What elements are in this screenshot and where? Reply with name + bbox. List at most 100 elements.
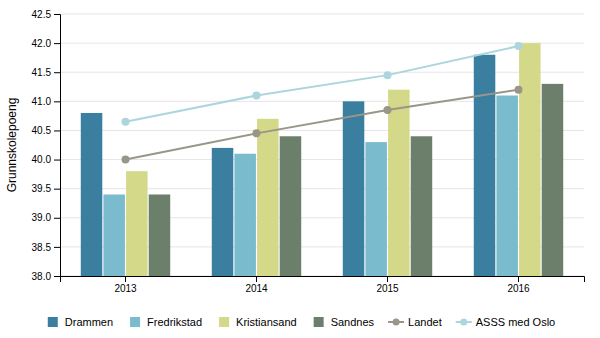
bar <box>343 101 365 276</box>
legend-item: ASSS med Oslo <box>456 316 555 328</box>
legend-swatch <box>48 317 58 327</box>
y-axis: 38.0 38.5 39.0 39.5 40.0 40.5 41.0 41.5 42.0 42.5 <box>32 9 61 282</box>
bar <box>519 43 541 276</box>
x-axis: 2013 2014 2015 2016 <box>61 276 585 294</box>
legend-item: Landet <box>388 316 442 328</box>
x-tick-mark <box>387 276 388 282</box>
x-tick-mark <box>518 276 519 282</box>
legend-item: Drammen <box>48 316 113 328</box>
grid-line <box>60 72 584 73</box>
bar <box>280 136 302 276</box>
y-tick-mark <box>54 130 60 131</box>
bar <box>81 113 103 276</box>
y-tick: 41.5 <box>32 67 60 78</box>
marker <box>253 129 261 137</box>
y-tick-mark <box>54 72 60 73</box>
legend-swatch <box>219 317 229 327</box>
y-tick-mark <box>54 218 60 219</box>
bar <box>474 55 496 276</box>
y-tick-label: 39.0 <box>32 212 52 223</box>
y-tick-label: 40.0 <box>32 154 52 165</box>
y-tick: 42.5 <box>32 9 60 20</box>
bar <box>388 90 410 276</box>
bar <box>126 171 148 276</box>
legend-swatch <box>314 317 324 327</box>
bar <box>234 154 256 276</box>
grid <box>60 14 584 276</box>
y-tick: 40.0 <box>32 154 60 165</box>
bar <box>149 194 171 276</box>
line <box>126 90 519 160</box>
marker <box>122 156 130 164</box>
y-tick-mark <box>54 247 60 248</box>
bar <box>542 84 564 276</box>
y-tick: 38.0 <box>32 271 60 282</box>
legend-swatch <box>460 319 467 326</box>
legend-label: Kristiansand <box>236 316 297 328</box>
legend-label: ASSS med Oslo <box>476 316 555 328</box>
legend-swatch <box>130 317 140 327</box>
x-tick-mark <box>256 276 257 282</box>
chart: 38.0 38.5 39.0 39.5 40.0 40.5 41.0 41.5 42.0 42.5… <box>0 0 600 338</box>
y-tick-label: 42.5 <box>32 9 52 20</box>
x-tick-label: 2015 <box>376 283 399 294</box>
y-tick-mark <box>54 43 60 44</box>
y-tick-mark <box>54 101 60 102</box>
legend-swatch <box>393 319 400 326</box>
line <box>126 46 519 122</box>
y-tick-label: 41.0 <box>32 96 52 107</box>
x-tick-mark <box>125 276 126 282</box>
y-tick-mark <box>54 14 60 15</box>
legend-item: Sandnes <box>314 316 375 328</box>
x-tick: 2016 <box>507 276 530 294</box>
bar <box>496 96 518 276</box>
bar-series <box>103 96 518 276</box>
grid-line <box>60 43 584 44</box>
marker <box>515 86 523 94</box>
marker <box>122 118 130 126</box>
x-tick: 2014 <box>245 276 268 294</box>
y-tick-mark <box>54 160 60 161</box>
bar-series <box>126 43 541 276</box>
x-tick-label: 2014 <box>245 283 268 294</box>
bar <box>411 136 433 276</box>
legend-item: Kristiansand <box>219 316 297 328</box>
y-tick: 38.5 <box>32 242 60 253</box>
y-tick-label: 38.5 <box>32 242 52 253</box>
marker <box>384 106 392 114</box>
bar-series <box>81 55 496 276</box>
y-tick: 41.0 <box>32 96 60 107</box>
marks <box>81 42 563 276</box>
legend-label: Sandnes <box>331 316 375 328</box>
x-tick: 2015 <box>376 276 399 294</box>
bar <box>257 119 279 276</box>
y-tick-mark <box>54 276 60 277</box>
y-tick-mark <box>54 189 60 190</box>
y-tick-label: 39.5 <box>32 183 52 194</box>
x-tick-label: 2013 <box>114 283 137 294</box>
legend-item: Fredrikstad <box>130 316 202 328</box>
legend: Drammen Fredrikstad Kristiansand Sandnes Lan… <box>48 316 555 328</box>
grid-line <box>60 14 584 15</box>
marker <box>384 71 392 79</box>
y-tick-label: 42.0 <box>32 38 52 49</box>
bar-series <box>149 84 564 276</box>
y-tick: 39.0 <box>32 212 60 223</box>
bar <box>365 142 387 276</box>
legend-label: Landet <box>408 316 442 328</box>
x-tick-label: 2016 <box>507 283 530 294</box>
y-tick-label: 41.5 <box>32 67 52 78</box>
marker <box>253 92 261 100</box>
x-axis-line <box>61 277 585 283</box>
y-tick: 40.5 <box>32 125 60 136</box>
y-axis-line <box>54 15 61 277</box>
legend-label: Fredrikstad <box>147 316 202 328</box>
y-axis-title: Grunnskolepoeng <box>5 98 19 193</box>
y-tick: 42.0 <box>32 38 60 49</box>
x-tick: 2013 <box>114 276 137 294</box>
marker <box>515 42 523 50</box>
bar <box>103 194 125 276</box>
y-tick-label: 40.5 <box>32 125 52 136</box>
legend-label: Drammen <box>65 316 113 328</box>
y-tick-label: 38.0 <box>32 271 52 282</box>
